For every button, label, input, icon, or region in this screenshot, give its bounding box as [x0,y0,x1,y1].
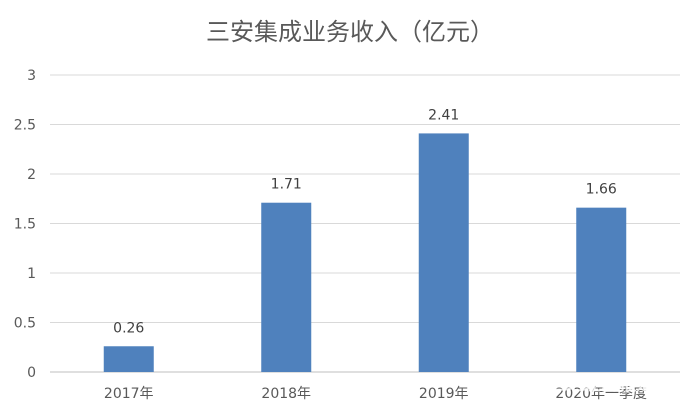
y-tick-label: 3 [27,68,36,84]
y-tick-label: 0 [27,365,36,381]
bar-layer [103,133,627,372]
y-tick-label: 2 [27,167,36,183]
data-label: 2.41 [428,107,459,123]
bar [261,202,312,372]
bar [103,346,154,372]
y-tick-label: 2.5 [14,118,36,134]
y-tick-label: 1 [27,266,36,282]
tick-layer: 0 0.5 1 1.5 2 2.5 3 2017年 2018年 2019年 2020年一季度 [14,68,647,402]
grid-layer [50,74,680,373]
x-tick-label: 2019年 [419,386,469,402]
data-label: 0.26 [113,320,144,336]
y-tick-label: 1.5 [14,217,36,233]
label-layer: 0.26 1.71 2.41 1.66 [113,107,617,336]
x-tick-label: 2017年 [104,386,154,402]
x-tick-label: 2018年 [261,386,311,402]
bar [576,207,627,372]
x-tick-label: 2020年一季度 [555,386,647,402]
data-label: 1.66 [586,182,617,198]
data-label: 1.71 [271,177,302,193]
watermark: 21世纪经济报道 [521,373,654,395]
bar [418,133,469,372]
chart-title: 三安集成业务收入（亿元） [206,18,494,46]
y-tick-label: 0.5 [14,316,36,332]
